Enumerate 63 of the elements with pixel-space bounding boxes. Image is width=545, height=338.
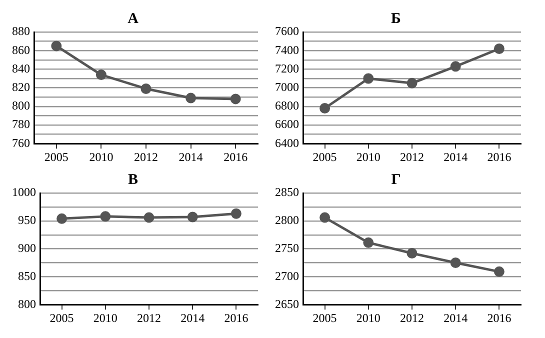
point — [96, 70, 106, 80]
y-tick-label: 950 — [18, 213, 36, 228]
y-tick-label: 2650 — [275, 296, 299, 311]
point — [494, 266, 504, 277]
point — [406, 248, 418, 259]
y-tick-label: 840 — [12, 61, 30, 76]
y-tick-label: 2700 — [275, 268, 299, 283]
point — [140, 83, 152, 94]
x-tick-label: 2012 — [134, 150, 158, 164]
x-tick-label: 2014 — [444, 310, 468, 325]
y-tick-label: 820 — [12, 80, 30, 94]
x-tick-label: 2016 — [224, 150, 248, 164]
x-tick-label: 2012 — [400, 150, 424, 164]
y-tick-label: 7000 — [275, 80, 299, 94]
point — [494, 43, 504, 54]
chart-title: В — [128, 172, 138, 188]
chart-title: А — [128, 10, 139, 27]
y-tick-label: 850 — [18, 268, 36, 283]
x-tick-label: 2014 — [444, 150, 468, 164]
point — [450, 61, 461, 72]
x-tick-label: 2010 — [356, 310, 380, 325]
y-tick-label: 860 — [12, 42, 30, 57]
point — [363, 237, 374, 248]
y-tick-label: 7200 — [275, 61, 299, 76]
point — [186, 92, 196, 104]
y-tick-label: 2850 — [275, 185, 299, 200]
point — [320, 103, 330, 114]
x-tick-label: 2014 — [178, 150, 203, 164]
x-tick-label: 2010 — [93, 310, 118, 325]
y-tick-label: 1000 — [12, 185, 36, 200]
x-tick-label: 2016 — [487, 310, 512, 325]
x-tick-label: 2005 — [312, 310, 337, 325]
x-tick-label: 2016 — [224, 310, 248, 325]
point — [406, 78, 418, 88]
point — [450, 258, 461, 268]
y-tick-label: 780 — [12, 117, 30, 132]
y-tick-label: 6600 — [275, 117, 299, 132]
y-tick-label: 800 — [18, 296, 36, 311]
point — [320, 212, 330, 223]
y-tick-label: 6800 — [275, 98, 299, 113]
point — [51, 40, 62, 52]
x-tick-label: 2010 — [356, 150, 380, 164]
y-tick-label: 2750 — [275, 240, 299, 255]
y-tick-label: 2800 — [275, 213, 299, 228]
x-tick-label: 2014 — [180, 310, 205, 325]
x-tick-label: 2005 — [312, 150, 337, 164]
y-tick-label: 880 — [12, 24, 30, 38]
chart-title: Б — [391, 10, 402, 27]
point — [230, 94, 241, 104]
x-tick-label: 2012 — [400, 310, 424, 325]
y-tick-label: 7600 — [275, 24, 299, 38]
y-tick-label: 800 — [12, 98, 30, 113]
y-tick-label: 760 — [12, 136, 30, 150]
y-tick-label: 6400 — [275, 136, 299, 150]
x-tick-label: 2016 — [487, 150, 512, 164]
x-tick-label: 2010 — [89, 150, 114, 164]
x-tick-label: 2005 — [50, 310, 74, 325]
point — [363, 73, 374, 84]
x-tick-label: 2012 — [137, 310, 161, 325]
x-tick-label: 2005 — [44, 150, 68, 164]
y-tick-label: 900 — [18, 240, 36, 255]
y-tick-label: 7400 — [275, 42, 299, 57]
chart-title: Г — [391, 172, 401, 188]
